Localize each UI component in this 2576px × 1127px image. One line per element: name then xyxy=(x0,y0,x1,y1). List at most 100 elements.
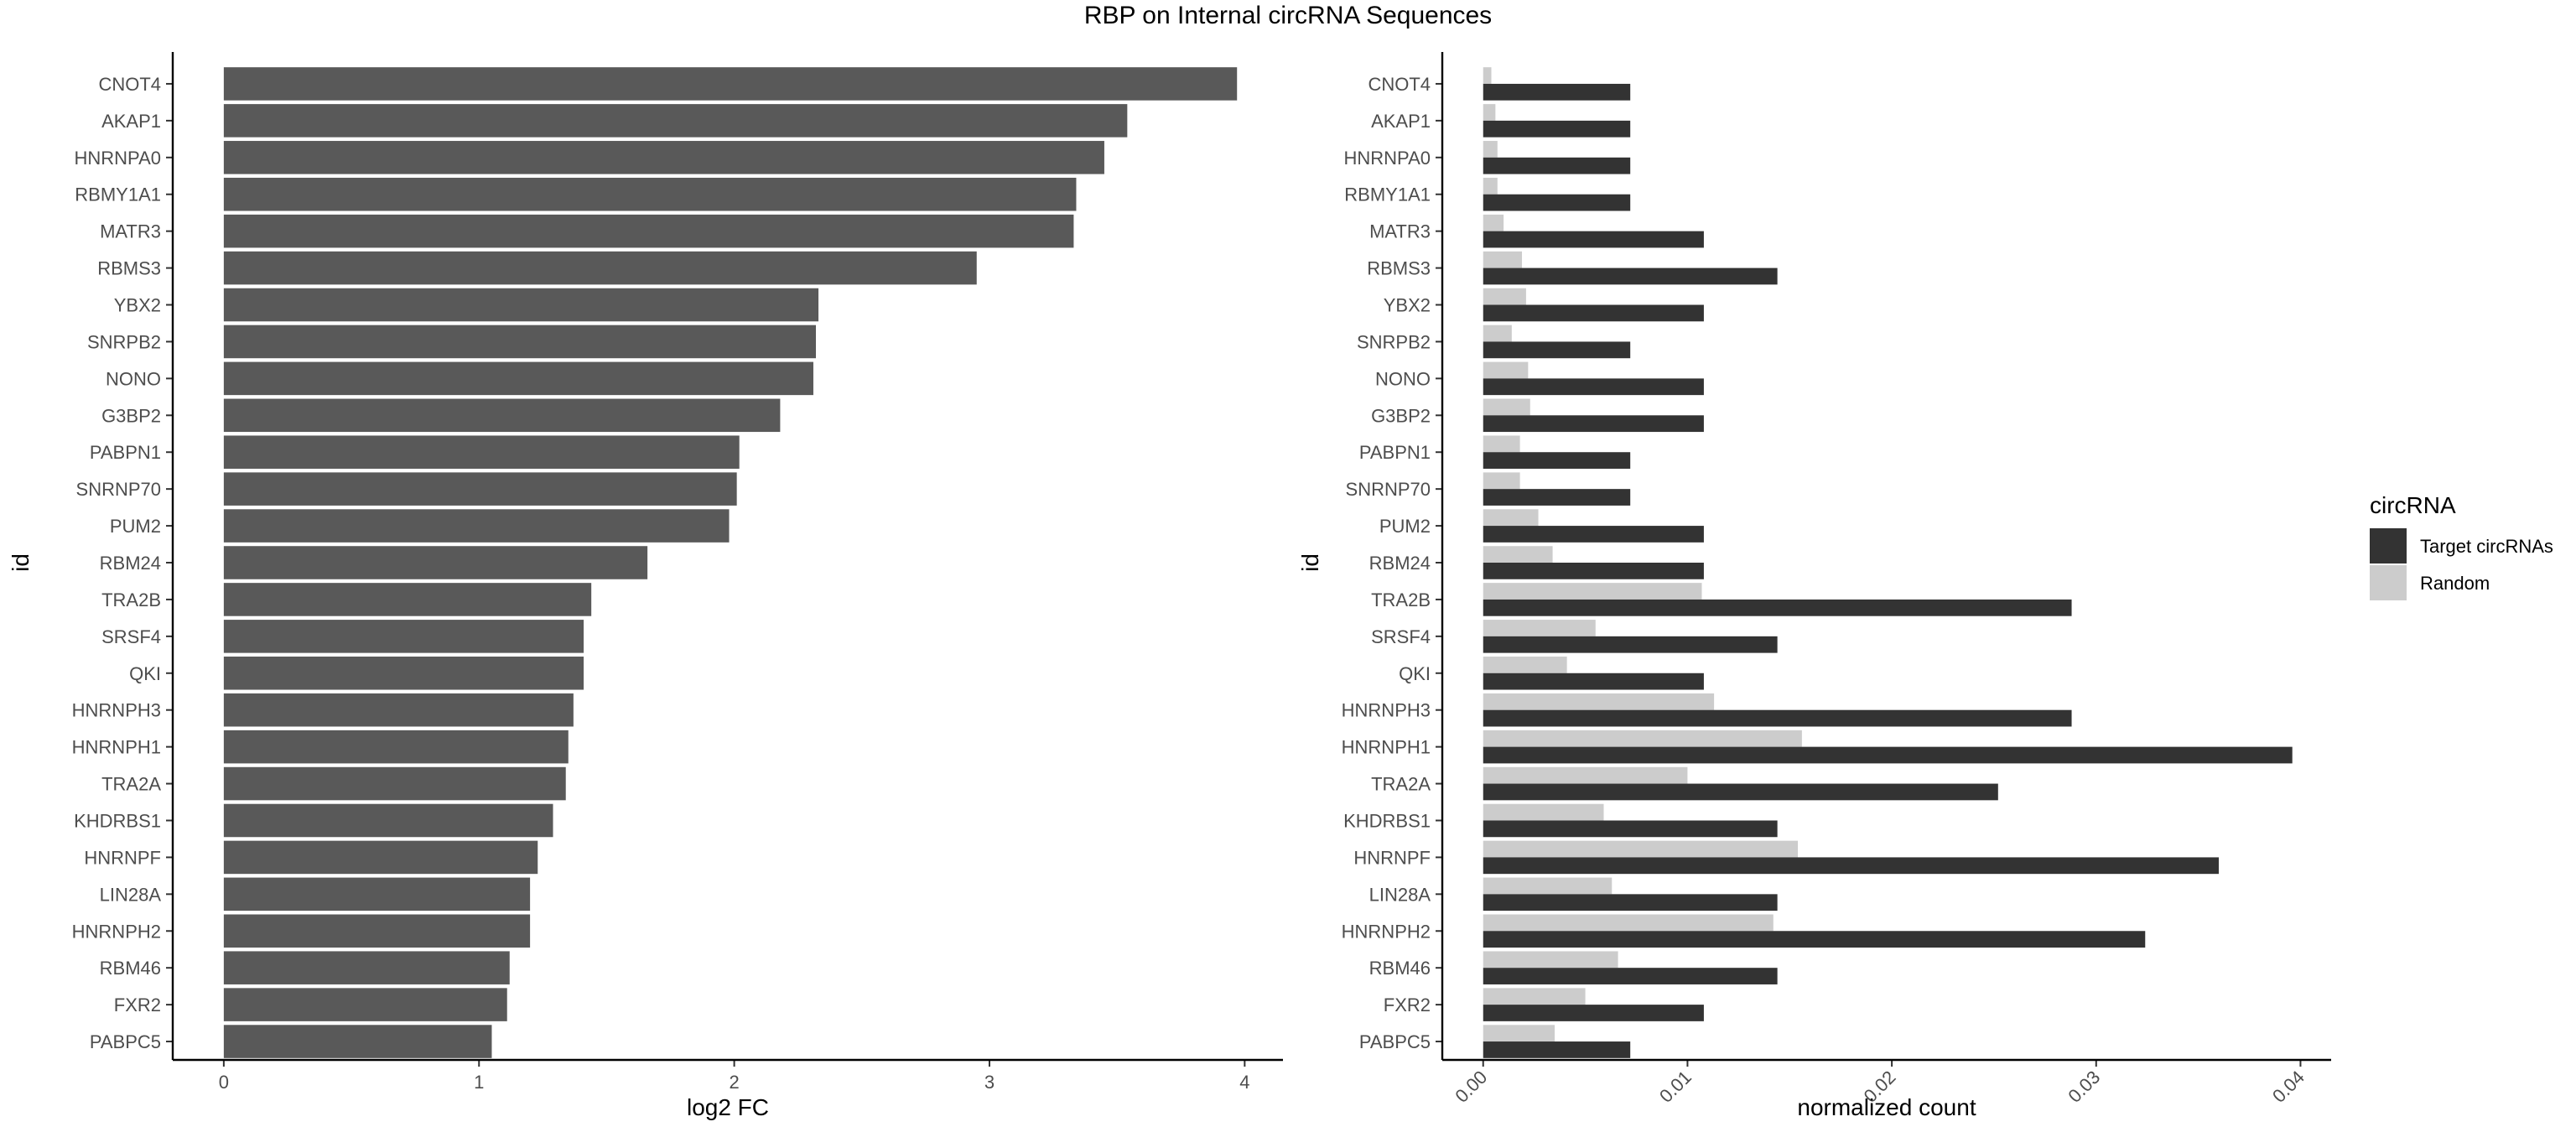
bar-target-hnrnph1 xyxy=(1483,746,2293,764)
y-tick-label: CNOT4 xyxy=(98,74,161,95)
bar-log2fc-rbm24 xyxy=(223,546,648,579)
bar-random-cnot4 xyxy=(1483,67,1492,84)
bar-random-srsf4 xyxy=(1483,620,1596,636)
bar-target-ybx2 xyxy=(1483,304,1704,322)
y-tick-label: PABPC5 xyxy=(1359,1031,1431,1052)
x-tick-label: 0.04 xyxy=(2268,1067,2309,1107)
bar-log2fc-lin28a xyxy=(223,877,531,911)
x-axis-title: normalized count xyxy=(1797,1094,1976,1120)
y-tick-label: SNRPB2 xyxy=(1357,331,1431,352)
x-tick-label: 2 xyxy=(729,1072,739,1093)
bar-target-matr3 xyxy=(1483,231,1704,248)
y-tick-label: SNRNP70 xyxy=(1346,479,1431,500)
bar-log2fc-cnot4 xyxy=(223,67,1238,101)
y-tick-label: RBMS3 xyxy=(1367,258,1431,279)
y-tick-label: RBM46 xyxy=(1369,958,1431,979)
y-tick-label: SRSF4 xyxy=(1371,626,1431,647)
bar-target-rbms3 xyxy=(1483,267,1778,285)
y-tick-label: TRA2B xyxy=(1371,589,1431,610)
bar-target-lin28a xyxy=(1483,894,1778,911)
y-tick-label: SRSF4 xyxy=(101,626,161,647)
y-tick-label: RBM24 xyxy=(1369,553,1431,574)
bar-random-rbm24 xyxy=(1483,546,1553,563)
bar-random-fxr2 xyxy=(1483,988,1586,1005)
y-tick-label: FXR2 xyxy=(114,995,161,1015)
bar-log2fc-hnrnph1 xyxy=(223,730,569,764)
bar-target-cnot4 xyxy=(1483,83,1631,101)
y-tick-label: SNRPB2 xyxy=(87,331,161,352)
bar-random-nono xyxy=(1483,361,1529,379)
bar-target-rbm46 xyxy=(1483,968,1778,984)
y-tick-label: RBM46 xyxy=(100,958,161,979)
bar-target-nono xyxy=(1483,378,1704,396)
bar-log2fc-akap1 xyxy=(223,104,1128,138)
y-tick-label: MATR3 xyxy=(100,221,161,242)
bar-target-fxr2 xyxy=(1483,1005,1704,1021)
x-tick-label: 0.03 xyxy=(2064,1067,2104,1107)
bar-target-pabpc5 xyxy=(1483,1041,1631,1058)
y-axis-title: id xyxy=(1297,553,1323,572)
bar-random-hnrnpa0 xyxy=(1483,141,1498,158)
bar-target-pum2 xyxy=(1483,526,1704,543)
bar-target-qki xyxy=(1483,673,1704,690)
bar-target-hnrnph3 xyxy=(1483,709,2072,727)
bar-log2fc-rbm46 xyxy=(223,951,510,984)
y-tick-label: LIN28A xyxy=(1369,884,1431,905)
bar-log2fc-tra2a xyxy=(223,766,566,801)
x-axis-title: log2 FC xyxy=(687,1094,769,1120)
y-tick-label: QKI xyxy=(1399,663,1431,684)
bar-target-pabpn1 xyxy=(1483,452,1631,469)
y-tick-label: SNRNP70 xyxy=(76,479,161,500)
bar-log2fc-pum2 xyxy=(223,509,730,543)
y-tick-label: NONO xyxy=(1375,368,1431,389)
bar-target-rbm24 xyxy=(1483,563,1704,579)
bar-random-qki xyxy=(1483,657,1567,673)
bar-random-tra2b xyxy=(1483,583,1702,600)
y-tick-label: TRA2A xyxy=(101,774,161,795)
legend-swatch-target xyxy=(2370,528,2407,564)
bar-log2fc-hnrnph2 xyxy=(223,914,531,948)
bar-random-rbmy1a1 xyxy=(1483,177,1498,195)
bar-random-akap1 xyxy=(1483,104,1496,121)
y-tick-label: HNRNPH3 xyxy=(72,700,161,721)
y-tick-label: RBMS3 xyxy=(97,258,161,279)
bar-log2fc-hnrnph3 xyxy=(223,693,574,727)
legend-label: Random xyxy=(2420,573,2490,594)
y-tick-label: KHDRBS1 xyxy=(74,810,161,831)
y-tick-label: HNRNPH2 xyxy=(72,921,161,942)
bar-log2fc-g3bp2 xyxy=(223,398,781,433)
y-tick-label: RBMY1A1 xyxy=(1344,184,1431,205)
y-tick-label: LIN28A xyxy=(100,884,162,905)
bar-random-ybx2 xyxy=(1483,288,1526,305)
y-tick-label: G3BP2 xyxy=(101,405,161,426)
y-tick-label: CNOT4 xyxy=(1368,74,1431,95)
bar-random-hnrnpf xyxy=(1483,840,1798,858)
x-tick-label: 0 xyxy=(219,1072,229,1093)
x-tick-label: 0.00 xyxy=(1451,1067,1491,1107)
x-tick-label: 1 xyxy=(474,1072,484,1093)
y-axis-title: id xyxy=(8,553,34,572)
bar-target-tra2b xyxy=(1483,599,2072,616)
bar-log2fc-nono xyxy=(223,361,813,396)
bar-log2fc-pabpc5 xyxy=(223,1025,492,1058)
bar-log2fc-pabpn1 xyxy=(223,435,740,469)
bar-random-snrpb2 xyxy=(1483,325,1512,342)
bar-random-g3bp2 xyxy=(1483,398,1530,416)
bar-random-khdrbs1 xyxy=(1483,803,1604,821)
y-tick-label: HNRNPA0 xyxy=(74,148,161,169)
bar-random-hnrnph1 xyxy=(1483,730,1802,747)
y-tick-label: PUM2 xyxy=(110,516,161,537)
bar-log2fc-ybx2 xyxy=(223,288,819,322)
bar-target-hnrnph2 xyxy=(1483,931,2146,948)
y-tick-label: HNRNPH2 xyxy=(1342,921,1431,942)
bar-log2fc-srsf4 xyxy=(223,620,584,653)
bar-target-khdrbs1 xyxy=(1483,820,1778,838)
y-tick-label: MATR3 xyxy=(1369,221,1431,242)
legend-swatch-random xyxy=(2370,565,2407,600)
y-tick-label: HNRNPH1 xyxy=(1342,737,1431,758)
bar-target-g3bp2 xyxy=(1483,415,1704,433)
y-tick-label: AKAP1 xyxy=(1371,111,1431,132)
y-tick-label: NONO xyxy=(106,368,161,389)
